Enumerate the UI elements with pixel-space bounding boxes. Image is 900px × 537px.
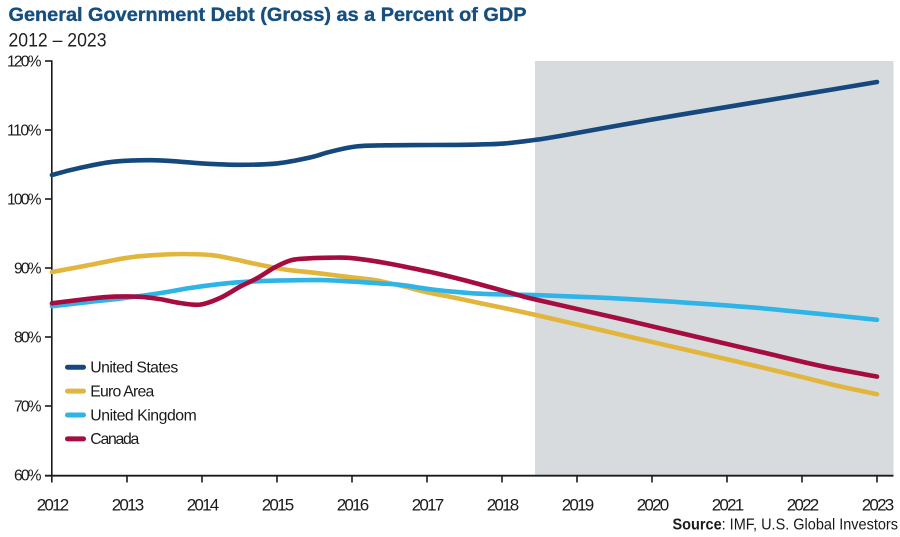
svg-text:Canada: Canada xyxy=(90,431,139,448)
svg-text:2020: 2020 xyxy=(637,496,670,515)
svg-text:70%: 70% xyxy=(14,399,42,416)
svg-text:80%: 80% xyxy=(14,330,42,347)
svg-text:General Government Debt (Gross: General Government Debt (Gross) as a Per… xyxy=(9,5,527,26)
svg-text:2021: 2021 xyxy=(712,496,745,515)
svg-text:2023: 2023 xyxy=(862,496,895,515)
svg-text:2014: 2014 xyxy=(187,496,220,515)
svg-text:2019: 2019 xyxy=(562,496,595,515)
svg-text:Source: IMF, U.S. Global Inves: Source: IMF, U.S. Global Investors xyxy=(673,516,899,533)
svg-text:2018: 2018 xyxy=(487,496,520,515)
svg-text:2012: 2012 xyxy=(37,496,70,515)
svg-text:United Kingdom: United Kingdom xyxy=(90,407,197,424)
svg-text:100%: 100% xyxy=(7,192,42,209)
svg-text:120%: 120% xyxy=(7,54,42,71)
svg-text:United States: United States xyxy=(90,360,178,377)
svg-text:90%: 90% xyxy=(14,261,42,278)
svg-text:2013: 2013 xyxy=(112,496,145,515)
svg-text:2012 – 2023: 2012 – 2023 xyxy=(9,30,107,51)
svg-text:Euro Area: Euro Area xyxy=(90,383,154,400)
svg-text:2017: 2017 xyxy=(412,496,445,515)
svg-text:110%: 110% xyxy=(7,123,42,140)
svg-text:2016: 2016 xyxy=(337,496,370,515)
svg-text:2022: 2022 xyxy=(787,496,820,515)
svg-text:60%: 60% xyxy=(14,468,42,485)
svg-text:2015: 2015 xyxy=(262,496,295,515)
